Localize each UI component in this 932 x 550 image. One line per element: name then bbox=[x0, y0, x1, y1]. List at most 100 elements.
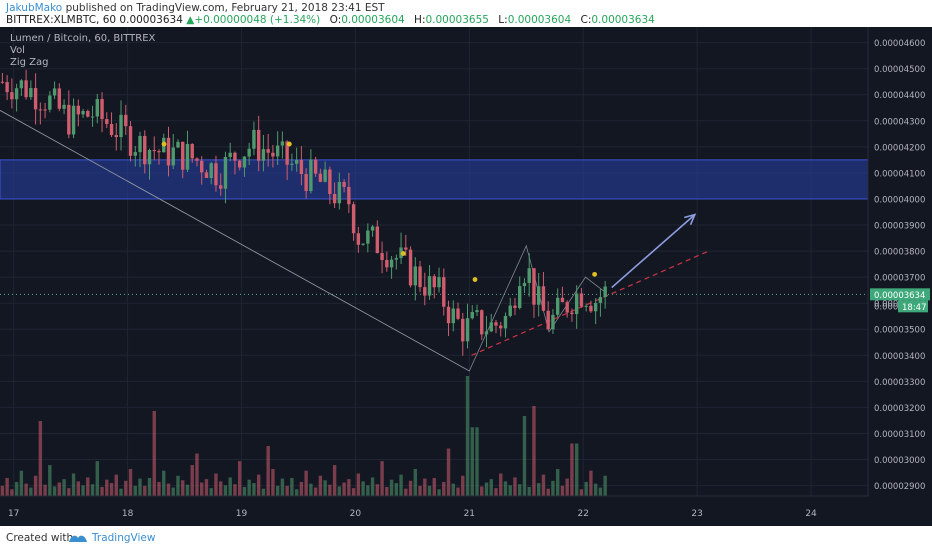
volume-bar bbox=[323, 480, 327, 496]
volume-bar bbox=[14, 481, 19, 496]
volume-bar bbox=[555, 469, 560, 496]
candle-body bbox=[527, 268, 531, 283]
candle-body bbox=[537, 286, 541, 305]
candle-body bbox=[52, 88, 57, 96]
tradingview-logo-icon[interactable] bbox=[68, 532, 88, 547]
volume-bar bbox=[470, 427, 474, 496]
volume-bar bbox=[499, 473, 503, 496]
volume-bar bbox=[147, 478, 152, 496]
volume-bar bbox=[252, 483, 256, 496]
candle-body bbox=[560, 297, 565, 303]
price-tick-label: 0.00004500 bbox=[874, 65, 925, 75]
chart-area[interactable]: 0.00002900 0.00003000 0.00003100 0.00003200… bbox=[0, 27, 932, 526]
volume-bar bbox=[351, 488, 356, 496]
candle-body bbox=[67, 104, 71, 135]
time-tick-label: 21 bbox=[464, 509, 475, 519]
candle-body bbox=[584, 305, 588, 307]
candle-body bbox=[19, 80, 24, 89]
candle-body bbox=[465, 318, 470, 342]
vol-legend[interactable]: Vol bbox=[10, 45, 25, 56]
zigzag-marker bbox=[286, 141, 292, 147]
time-tick-label: 23 bbox=[691, 509, 702, 519]
volume-bar bbox=[565, 478, 569, 496]
candle-body bbox=[280, 141, 285, 146]
volume-bar bbox=[489, 479, 493, 496]
candle-body bbox=[603, 286, 607, 298]
volume-bar bbox=[603, 475, 607, 496]
volume-bar bbox=[10, 489, 14, 496]
volume-bar bbox=[128, 469, 133, 496]
volume-bar bbox=[228, 477, 232, 496]
volume-bar bbox=[413, 469, 417, 496]
volume-bar bbox=[24, 483, 28, 496]
volume-bar bbox=[574, 443, 579, 496]
price-axis-partial-label: 0.000 bbox=[874, 302, 898, 312]
zigzag-legend[interactable]: Zig Zag bbox=[10, 57, 49, 68]
candle-body bbox=[133, 152, 137, 156]
volume-bar bbox=[176, 475, 180, 496]
volume-bar bbox=[294, 489, 299, 496]
candle-body bbox=[508, 305, 512, 316]
volume-bar bbox=[166, 483, 171, 496]
low-label: L: bbox=[498, 14, 508, 26]
price-tick-label: 0.00002900 bbox=[874, 482, 925, 492]
volume-bar bbox=[162, 470, 166, 496]
volume-bar bbox=[5, 478, 9, 496]
time-tick-label: 24 bbox=[805, 509, 817, 519]
price-tick-label: 0.00004600 bbox=[874, 39, 925, 49]
close-label: C: bbox=[580, 14, 592, 26]
volume-bar bbox=[67, 488, 71, 496]
volume-bar bbox=[318, 475, 323, 496]
candle-body bbox=[109, 123, 114, 136]
price-tick-label: 0.00004300 bbox=[874, 117, 925, 127]
zigzag-marker bbox=[400, 251, 406, 256]
volume-bar bbox=[256, 474, 261, 496]
candle-body bbox=[380, 253, 384, 260]
volume-bar bbox=[200, 482, 204, 496]
zigzag-marker bbox=[592, 271, 598, 277]
volume-bar bbox=[275, 485, 280, 496]
candle-body bbox=[29, 88, 33, 98]
candle-body bbox=[33, 88, 38, 110]
volume-bar bbox=[109, 483, 114, 496]
volume-bar bbox=[442, 481, 446, 496]
candle-body bbox=[446, 306, 451, 324]
candle-body bbox=[513, 305, 517, 308]
volume-bar bbox=[119, 488, 123, 496]
volume-bar bbox=[532, 406, 536, 496]
candle-body bbox=[275, 145, 280, 157]
price-axis: 0.00002900 0.00003000 0.00003100 0.00003200… bbox=[867, 27, 932, 526]
volume-bar bbox=[418, 485, 422, 496]
zigzag-line bbox=[0, 110, 607, 372]
volume-bar bbox=[43, 484, 47, 496]
candle-body bbox=[418, 266, 422, 288]
volume-bar bbox=[461, 475, 465, 496]
author-link[interactable]: JakubMako bbox=[6, 2, 63, 14]
price-tick-label: 0.00003000 bbox=[874, 456, 925, 466]
volume-bar bbox=[266, 446, 270, 496]
volume-bar bbox=[480, 486, 484, 496]
price-axis-bg bbox=[868, 27, 932, 526]
volume-bar bbox=[247, 479, 251, 496]
time-tick-label: 22 bbox=[577, 509, 588, 519]
time-tick-label: 17 bbox=[8, 509, 19, 519]
volume-bar bbox=[133, 485, 137, 496]
candle-body bbox=[318, 173, 323, 182]
candle-body bbox=[499, 325, 503, 329]
volume-bar bbox=[71, 473, 76, 496]
tradingview-brand-link[interactable]: TradingView bbox=[92, 532, 156, 544]
candle-body bbox=[475, 310, 479, 313]
volume-bar bbox=[399, 474, 403, 496]
volume-bar bbox=[304, 470, 308, 496]
volume-bar bbox=[598, 487, 603, 496]
candle-body bbox=[81, 110, 85, 115]
volume-bar bbox=[105, 479, 109, 496]
open-value: 0.00003604 bbox=[341, 14, 405, 26]
candle-body bbox=[90, 116, 95, 118]
candle-body bbox=[404, 247, 408, 250]
candle-body bbox=[413, 266, 417, 286]
volume-bar bbox=[157, 481, 161, 496]
chart-canvas[interactable]: 0.00002900 0.00003000 0.00003100 0.00003200… bbox=[0, 27, 932, 526]
candle-body bbox=[138, 135, 142, 153]
ohlc-bar: BITTREX:XLMBTC, 60 0.00003634 ▲+0.000000… bbox=[6, 14, 655, 26]
